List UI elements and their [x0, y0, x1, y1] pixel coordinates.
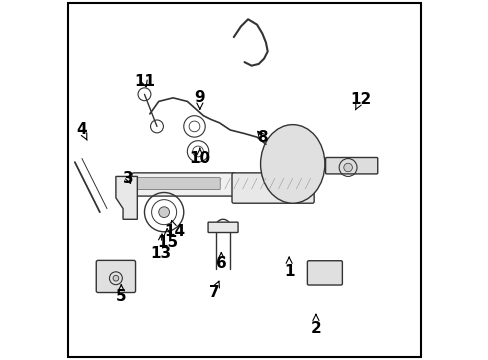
Text: 8: 8	[257, 130, 267, 145]
Text: 7: 7	[208, 281, 219, 300]
Text: 11: 11	[134, 74, 155, 89]
Text: 2: 2	[310, 314, 321, 336]
FancyBboxPatch shape	[325, 157, 377, 174]
Text: 3: 3	[123, 171, 133, 186]
FancyBboxPatch shape	[132, 173, 235, 196]
Polygon shape	[116, 176, 137, 219]
Text: 4: 4	[77, 122, 87, 140]
Circle shape	[159, 207, 169, 217]
Text: 14: 14	[164, 220, 185, 239]
FancyBboxPatch shape	[207, 222, 238, 233]
FancyBboxPatch shape	[133, 177, 220, 190]
Circle shape	[343, 163, 352, 172]
Ellipse shape	[260, 125, 324, 203]
Text: 12: 12	[349, 92, 370, 110]
FancyBboxPatch shape	[307, 261, 342, 285]
Text: 1: 1	[284, 257, 294, 279]
Text: 5: 5	[116, 285, 126, 303]
Circle shape	[113, 275, 119, 281]
FancyBboxPatch shape	[96, 260, 135, 293]
Text: 10: 10	[189, 148, 210, 166]
FancyBboxPatch shape	[231, 173, 313, 203]
Text: 15: 15	[157, 229, 178, 250]
Text: 13: 13	[150, 234, 171, 261]
Text: 6: 6	[216, 253, 226, 271]
Text: 9: 9	[194, 90, 205, 109]
